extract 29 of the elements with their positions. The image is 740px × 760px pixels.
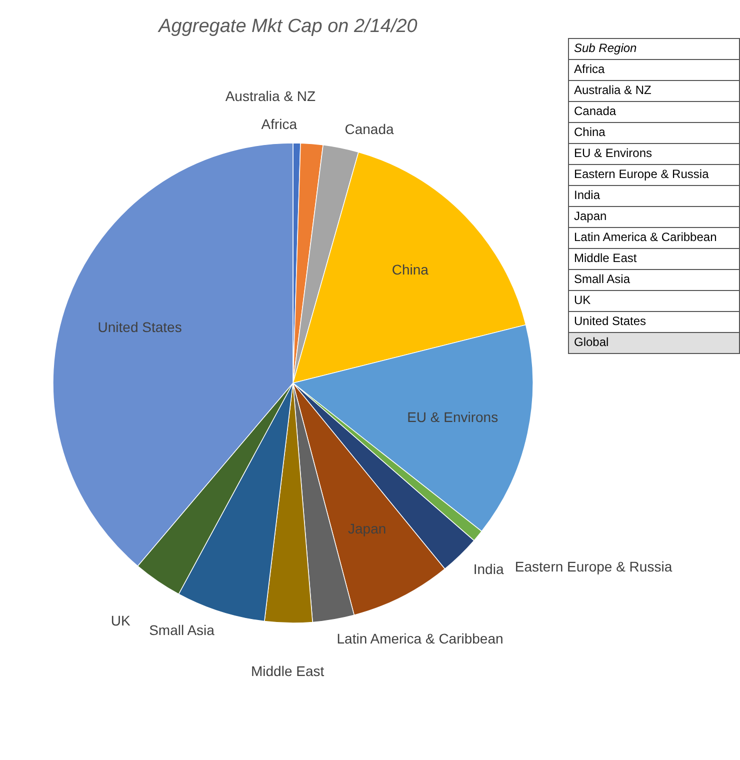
slice-label: United States [98,318,182,335]
text: UK [569,291,739,312]
slice-label: UK [110,612,132,629]
slice-label: EU & Environs [407,409,498,426]
slice-label: Eastern Europe & Russia [514,558,672,575]
slice-label: Australia & NZ [225,88,316,104]
text: Global [569,333,739,354]
text: Sub Region [569,39,739,60]
text: Middle East [569,249,739,270]
text: Australia & NZ [569,81,739,102]
slice-label: Africa [261,116,298,132]
text: Latin America & Caribbean [569,228,739,249]
text: Eastern Europe & Russia [569,165,739,186]
text: Small Asia [569,270,739,291]
slice-label: Middle East [250,662,324,679]
slice-label: China [392,261,429,278]
text: China [569,123,739,144]
slice-label: Canada [344,121,394,138]
text: Canada [569,102,739,123]
slice-label: Japan [348,520,386,536]
slice-label: Small Asia [149,622,215,638]
chart-title: Aggregate Mkt Cap on 2/14/20 [156,16,418,38]
text: Africa [569,60,739,81]
text: United States [569,312,739,333]
text: Japan [569,207,739,228]
text: India [569,186,739,207]
slice-label: India [473,561,504,578]
slice-label: Latin America & Caribbean [336,630,504,646]
text: EU & Environs [569,144,739,165]
